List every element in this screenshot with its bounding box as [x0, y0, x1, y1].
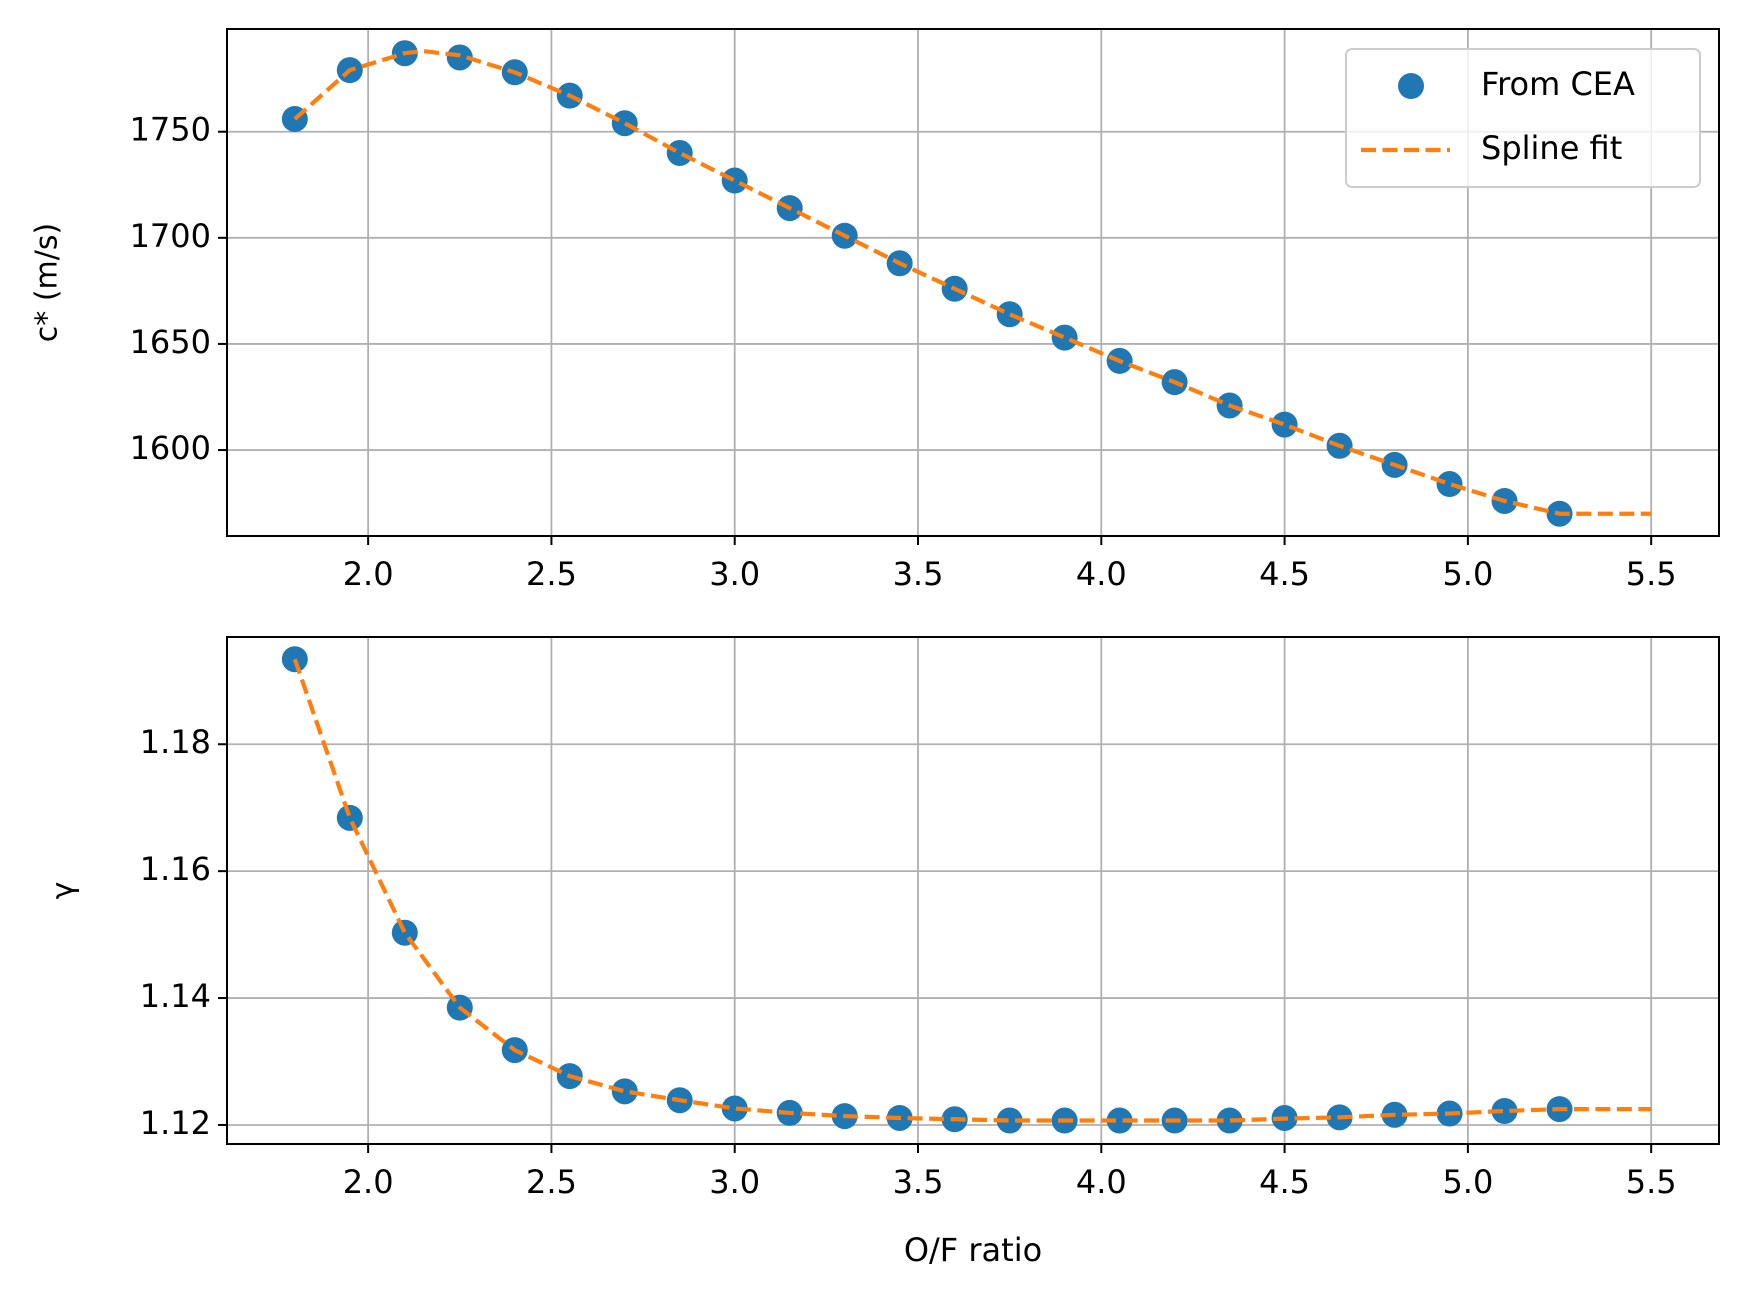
data-point	[996, 1107, 1023, 1134]
data-point	[1271, 411, 1298, 438]
x-tick-label: 2.0	[343, 1163, 394, 1201]
data-point	[666, 139, 693, 166]
data-point	[1436, 471, 1463, 498]
y-axis-label: γ	[46, 882, 81, 900]
data-point	[336, 804, 363, 831]
y-tick-label: 1.16	[140, 850, 211, 888]
x-tick-label: 3.5	[893, 555, 944, 593]
x-tick-label: 5.5	[1626, 1163, 1677, 1201]
x-tick-label: 5.0	[1442, 555, 1493, 593]
legend-box	[1345, 48, 1701, 188]
data-point	[281, 646, 308, 673]
data-point	[996, 301, 1023, 328]
y-tick-label: 1750	[130, 111, 211, 149]
x-tick-label: 3.0	[709, 555, 760, 593]
data-point	[611, 110, 638, 137]
data-point	[721, 1095, 748, 1122]
y-tick-label: 1600	[130, 429, 211, 467]
x-tick-label: 4.5	[1259, 555, 1310, 593]
legend-label: Spline fit	[1481, 129, 1622, 167]
y-tick-label: 1.14	[140, 977, 211, 1015]
x-tick-label: 4.5	[1259, 1163, 1310, 1201]
x-tick-label: 2.5	[526, 555, 577, 593]
x-tick-label: 4.0	[1076, 1163, 1127, 1201]
x-tick-label: 3.0	[709, 1163, 760, 1201]
x-tick-label: 2.0	[343, 555, 394, 593]
x-tick-label: 3.5	[893, 1163, 944, 1201]
data-point	[611, 1078, 638, 1105]
y-tick-label: 1.12	[140, 1104, 211, 1142]
legend-label: From CEA	[1481, 65, 1635, 103]
data-point	[446, 44, 473, 71]
data-point	[1491, 1098, 1518, 1125]
data-point	[1216, 1107, 1243, 1134]
y-tick-label: 1.18	[140, 723, 211, 761]
legend-marker	[1398, 73, 1424, 99]
y-tick-label: 1700	[130, 217, 211, 255]
data-point	[721, 167, 748, 194]
axes-frame	[226, 636, 1720, 1145]
x-tick-label: 4.0	[1076, 555, 1127, 593]
y-tick-label: 1650	[130, 323, 211, 361]
axes-frame	[226, 28, 1720, 537]
y-axis-label: c* (m/s)	[30, 223, 65, 342]
x-tick-label: 5.5	[1626, 555, 1677, 593]
x-tick-label: 2.5	[526, 1163, 577, 1201]
data-point	[1051, 324, 1078, 351]
x-tick-label: 5.0	[1442, 1163, 1493, 1201]
x-axis-label: O/F ratio	[904, 1231, 1042, 1269]
fit-line	[292, 658, 1652, 1123]
data-point	[1106, 1107, 1133, 1134]
fit-line	[293, 48, 1652, 516]
